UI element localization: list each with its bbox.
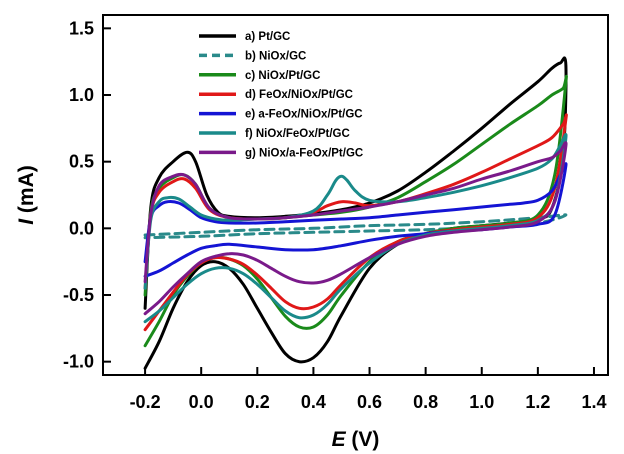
x-tick-label: 0.2 [245,392,270,412]
series-line-f [143,132,568,324]
x-tick-label: 0.6 [357,392,382,412]
x-tick-label: 1.0 [469,392,494,412]
legend-label: a) Pt/GC [245,31,290,43]
x-axis: -0.2 0.0 0.2 0.4 0.6 0.8 1.0 1.2 1.4 [130,367,606,412]
legend-label: b) NiOx/GC [245,50,306,62]
legend-label: c) NiOx/Pt/GC [245,70,320,82]
legend: a) Pt/GC b) NiOx/GC c) NiOx/Pt/GC d) FeOx/N… [199,31,363,159]
y-axis-unit: (mA) [15,165,38,219]
legend-label: f) NiOx/FeOx/Pt/GC [245,128,350,140]
series-line-g [143,141,568,316]
y-axis-symbol: I [15,218,38,225]
x-tick-label: 1.4 [581,392,606,412]
x-tick-label: 1.2 [525,392,550,412]
y-tick-label: -0.5 [63,285,94,305]
y-axis: -1.0 -0.5 0.0 0.5 1.0 1.5 [63,18,111,372]
x-tick-label: 0.0 [189,392,214,412]
y-tick-label: 0.0 [69,218,94,238]
x-axis-title: E (V) [332,428,380,451]
legend-label: d) FeOx/NiOx/Pt/GC [245,89,353,101]
x-axis-unit: (V) [346,428,380,451]
y-tick-label: 0.5 [69,152,94,172]
series-line-b [143,213,568,240]
y-tick-label: -1.0 [63,352,94,372]
plot-frame [102,14,609,376]
legend-label: e) a-FeOx/NiOx/Pt/GC [245,109,363,121]
series-line-a [143,56,568,370]
x-tick-label: 0.8 [413,392,438,412]
y-axis-title: I (mA) [15,165,38,225]
x-axis-symbol: E [332,428,347,451]
y-tick-label: 1.0 [69,85,94,105]
legend-label: g) NiOx/a-FeOx/Pt/GC [245,147,363,159]
x-tick-label: 0.4 [301,392,326,412]
curves-layer [143,56,568,370]
y-tick-label: 1.5 [69,18,94,38]
x-tick-label: -0.2 [130,392,161,412]
series-line-e [143,162,568,278]
